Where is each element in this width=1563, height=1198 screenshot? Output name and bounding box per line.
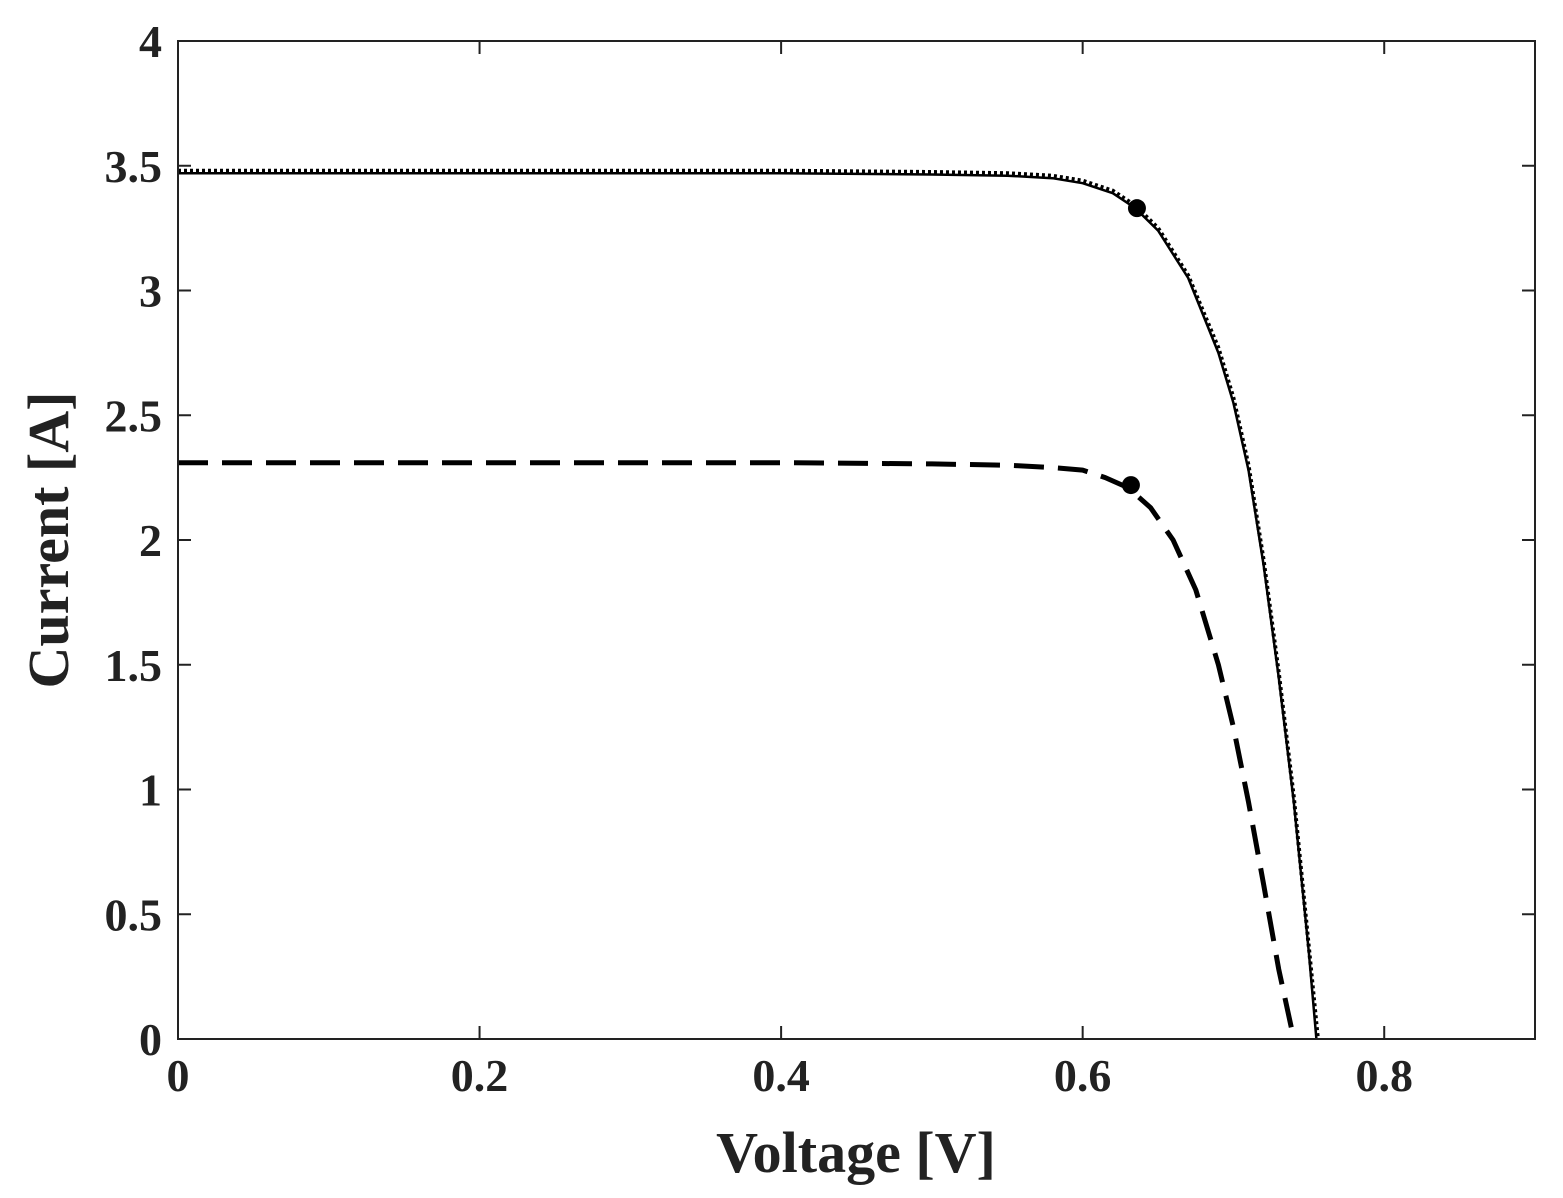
axes-layer: 0 0.2 0.4 0.6 0.8 0 0.5 1 1.5 2 2.5 3 3.5 4	[105, 16, 1536, 1101]
mpp-marker	[1127, 199, 1146, 218]
series-layer	[178, 168, 1320, 1040]
series-dashed-line	[178, 460, 1297, 1040]
y-tick-label: 4	[139, 16, 162, 67]
x-axis-title: Voltage [V]	[716, 1120, 996, 1185]
series-solid-line	[178, 171, 1318, 1040]
y-tick-label: 2	[139, 515, 162, 566]
x-tick-label: 0.2	[451, 1050, 509, 1101]
marker-layer	[1121, 199, 1146, 495]
y-tick-label: 0	[139, 1014, 162, 1065]
mpp-marker	[1121, 476, 1140, 495]
plot-frame	[177, 40, 1536, 1040]
y-tick-label: 1.5	[105, 640, 163, 691]
x-tick-label: 0	[167, 1050, 190, 1101]
series-dotted-line	[178, 168, 1320, 1040]
y-tick-label: 3	[139, 266, 162, 317]
y-tick-label: 3.5	[105, 141, 163, 192]
y-tick-label: 1	[139, 765, 162, 816]
x-tick-label: 0.8	[1355, 1050, 1413, 1101]
y-axis-title: Current [A]	[16, 392, 81, 689]
x-tick-label: 0.6	[1054, 1050, 1112, 1101]
y-tick-label: 0.5	[105, 889, 163, 940]
x-tick-label: 0.4	[752, 1050, 810, 1101]
y-tick-label: 2.5	[105, 390, 163, 441]
